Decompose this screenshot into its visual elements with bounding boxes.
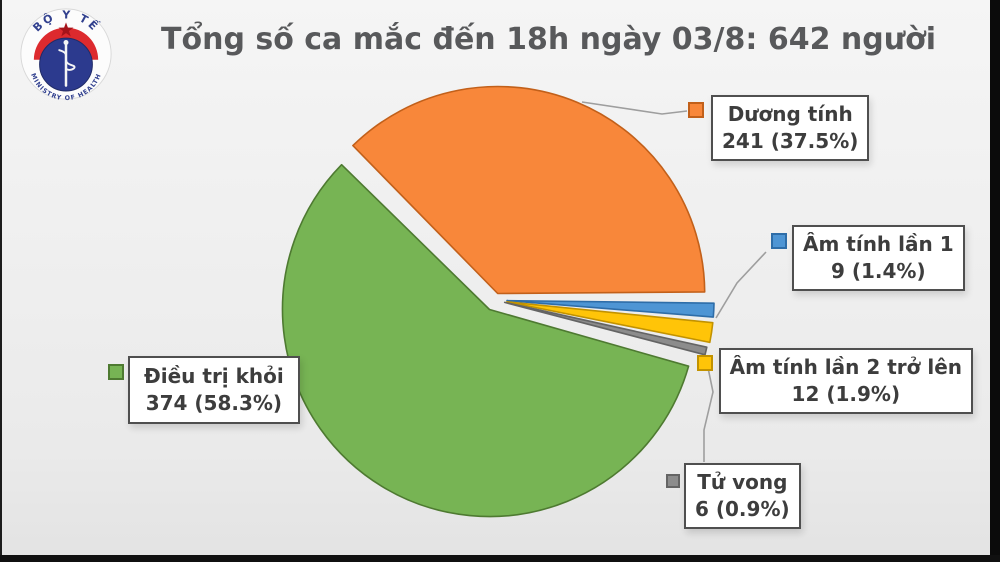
legend-value-dieu-tri-khoi: 374 (58.3%)	[145, 391, 283, 415]
legend-duong-tinh: Dương tính 241 (37.5%)	[688, 95, 870, 161]
pie-slice-3	[506, 301, 714, 344]
legend-label-tu-vong: Tử vong	[697, 470, 788, 494]
letterbox-bottom	[0, 555, 1000, 562]
legend-marker-duong-tinh	[688, 102, 704, 118]
leader-line-tu-vong	[703, 357, 714, 462]
leader-line-duong-tinh	[581, 101, 688, 115]
legend-marker-am-tinh-lan-2	[696, 355, 713, 371]
logo-star-icon	[58, 22, 74, 37]
legend-value-duong-tinh: 241 (37.5%)	[722, 129, 859, 153]
legend-value-am-tinh-lan-2: 12 (1.9%)	[791, 382, 901, 406]
legend-tu-vong: Tử vong 6 (0.9%)	[666, 463, 801, 529]
legend-value-am-tinh-lan-1: 9 (1.4%)	[830, 259, 926, 283]
legend-label-duong-tinh: Dương tính	[727, 102, 853, 126]
letterbox-left	[0, 0, 2, 562]
legend-label-am-tinh-lan-1: Âm tính lần 1	[803, 232, 954, 256]
pie-slice-1	[352, 85, 706, 295]
ministry-of-health-logo: BỘ Y TẾ MINISTRY OF HEALTH	[20, 8, 112, 102]
legend-marker-dieu-tri-khoi	[108, 364, 124, 380]
legend-marker-am-tinh-lan-1	[771, 233, 787, 249]
leader-line-am-tinh-1	[715, 251, 767, 319]
letterbox-right	[990, 0, 1000, 562]
legend-dieu-tri-khoi: Điều trị khỏi 374 (58.3%)	[108, 356, 300, 424]
legend-am-tinh-lan-2: Âm tính lần 2 trở lên 12 (1.9%)	[696, 348, 973, 414]
chart-title: Tổng số ca mắc đến 18h ngày 03/8: 642 ng…	[161, 22, 936, 57]
pie-slice-2	[506, 299, 715, 318]
legend-am-tinh-lan-1: Âm tính lần 1 9 (1.4%)	[771, 225, 965, 291]
legend-label-dieu-tri-khoi: Điều trị khỏi	[144, 364, 284, 388]
legend-value-tu-vong: 6 (0.9%)	[695, 497, 790, 521]
legend-label-am-tinh-lan-2: Âm tính lần 2 trở lên	[729, 355, 962, 379]
pie-slice-4	[503, 301, 708, 356]
legend-marker-tu-vong	[666, 474, 680, 488]
logo-staff-snake-icon	[58, 39, 76, 87]
pie-slice-5	[281, 163, 690, 518]
